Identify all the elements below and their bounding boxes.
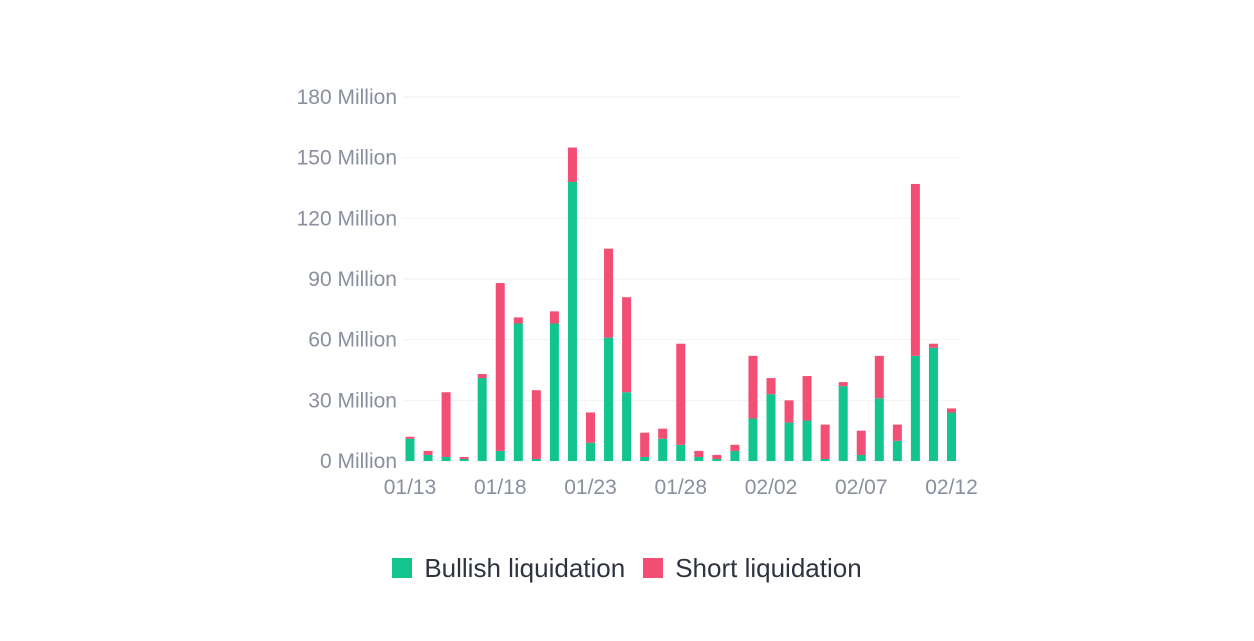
bar-short-01/16[interactable] (459, 456, 469, 459)
bar-short-01/23[interactable] (586, 412, 595, 443)
x-axis-ticks: 01/13 01/18 01/23 01/28 02/02 02/07 02/12 (384, 476, 978, 499)
bar-short-01/31[interactable] (730, 444, 740, 451)
bar-short-02/04[interactable] (802, 376, 812, 421)
bar-bullish-02/12[interactable] (947, 412, 956, 461)
bar-bullish-01/19[interactable] (513, 323, 523, 461)
x-tick-label: 02/02 (745, 476, 798, 499)
legend-item-bullish[interactable]: Bullish liquidation (392, 553, 625, 584)
bar-bullish-01/18[interactable] (495, 450, 505, 461)
bar-short-02/07[interactable] (856, 430, 866, 455)
x-tick-label: 01/18 (474, 476, 527, 499)
legend: Bullish liquidation Short liquidation (0, 548, 1254, 588)
bar-bullish-01/24[interactable] (604, 337, 614, 461)
y-tick-label: 90 Million (308, 268, 397, 291)
bar-bullish-02/05[interactable] (820, 458, 830, 461)
bar-short-02/10[interactable] (910, 183, 920, 356)
bar-bullish-01/28[interactable] (676, 444, 686, 461)
bar-bullish-02/04[interactable] (802, 420, 812, 461)
bar-short-02/12[interactable] (947, 408, 956, 413)
x-tick-label: 01/28 (654, 476, 707, 499)
bar-short-01/22[interactable] (567, 147, 577, 182)
bar-short-01/18[interactable] (495, 283, 505, 451)
bar-bullish-01/26[interactable] (640, 456, 650, 461)
bar-short-01/25[interactable] (622, 297, 632, 393)
bar-bullish-01/22[interactable] (567, 181, 577, 461)
bar-bullish-02/01[interactable] (748, 418, 758, 461)
bar-short-02/06[interactable] (838, 382, 848, 387)
bar-bullish-01/17[interactable] (477, 378, 487, 461)
bar-short-01/27[interactable] (658, 428, 668, 439)
bar-short-02/03[interactable] (784, 400, 794, 423)
bar-bullish-02/02[interactable] (766, 394, 776, 461)
legend-label-bullish: Bullish liquidation (424, 552, 626, 583)
bar-bullish-02/08[interactable] (874, 398, 884, 461)
bar-short-01/26[interactable] (640, 432, 650, 457)
legend-swatch-bullish (392, 558, 413, 578)
bar-short-01/20[interactable] (531, 390, 541, 459)
bar-bullish-02/03[interactable] (784, 422, 794, 461)
y-tick-label: 30 Million (308, 389, 397, 412)
bar-bullish-01/14[interactable] (423, 454, 433, 461)
bar-short-02/05[interactable] (820, 424, 830, 459)
y-tick-label: 120 Million (297, 207, 397, 230)
y-tick-label: 60 Million (308, 329, 397, 352)
bar-short-01/15[interactable] (441, 392, 451, 457)
bar-bullish-01/13[interactable] (405, 438, 415, 461)
bar-short-01/21[interactable] (549, 311, 559, 324)
x-tick-label: 02/07 (835, 476, 888, 499)
bar-short-02/01[interactable] (748, 355, 758, 419)
y-tick-label: 150 Million (297, 147, 397, 170)
y-tick-label: 180 Million (297, 86, 397, 109)
bar-bullish-01/31[interactable] (730, 450, 740, 461)
bar-bullish-01/16[interactable] (459, 458, 469, 461)
bar-short-02/09[interactable] (892, 424, 902, 441)
bar-short-01/24[interactable] (604, 248, 614, 338)
bar-short-01/28[interactable] (676, 343, 686, 445)
y-tick-label: 0 Million (320, 450, 397, 473)
bars (405, 147, 956, 461)
bar-short-01/14[interactable] (423, 450, 433, 455)
x-tick-label: 01/13 (384, 476, 437, 499)
bar-bullish-01/20[interactable] (531, 458, 541, 461)
bar-bullish-01/30[interactable] (712, 458, 722, 461)
legend-label-short: Short liquidation (675, 552, 862, 583)
bar-bullish-02/10[interactable] (910, 355, 920, 461)
bar-bullish-01/29[interactable] (694, 456, 704, 461)
bar-bullish-02/09[interactable] (892, 440, 902, 461)
bar-short-01/13[interactable] (405, 436, 415, 439)
bar-short-01/19[interactable] (513, 317, 523, 324)
legend-swatch-short (643, 558, 664, 578)
y-axis-ticks: 180 Million 150 Million 120 Million 90 Mill… (297, 86, 397, 473)
bar-bullish-02/06[interactable] (838, 386, 848, 461)
bar-short-02/11[interactable] (928, 343, 938, 348)
legend-item-short[interactable]: Short liquidation (643, 552, 862, 584)
bar-short-02/08[interactable] (874, 355, 884, 399)
x-tick-label: 02/12 (925, 476, 978, 499)
bar-bullish-02/11[interactable] (928, 347, 938, 461)
bar-bullish-01/27[interactable] (658, 438, 668, 461)
bar-short-01/30[interactable] (712, 454, 722, 459)
bar-bullish-01/25[interactable] (622, 392, 632, 461)
bar-bullish-01/15[interactable] (441, 456, 451, 461)
bar-bullish-01/21[interactable] (549, 323, 559, 461)
bar-bullish-02/07[interactable] (856, 454, 866, 461)
bar-short-02/02[interactable] (766, 378, 776, 395)
bar-bullish-01/23[interactable] (586, 442, 595, 461)
bar-short-01/17[interactable] (477, 374, 487, 379)
x-tick-label: 01/23 (564, 476, 617, 499)
bar-short-01/29[interactable] (694, 450, 704, 457)
